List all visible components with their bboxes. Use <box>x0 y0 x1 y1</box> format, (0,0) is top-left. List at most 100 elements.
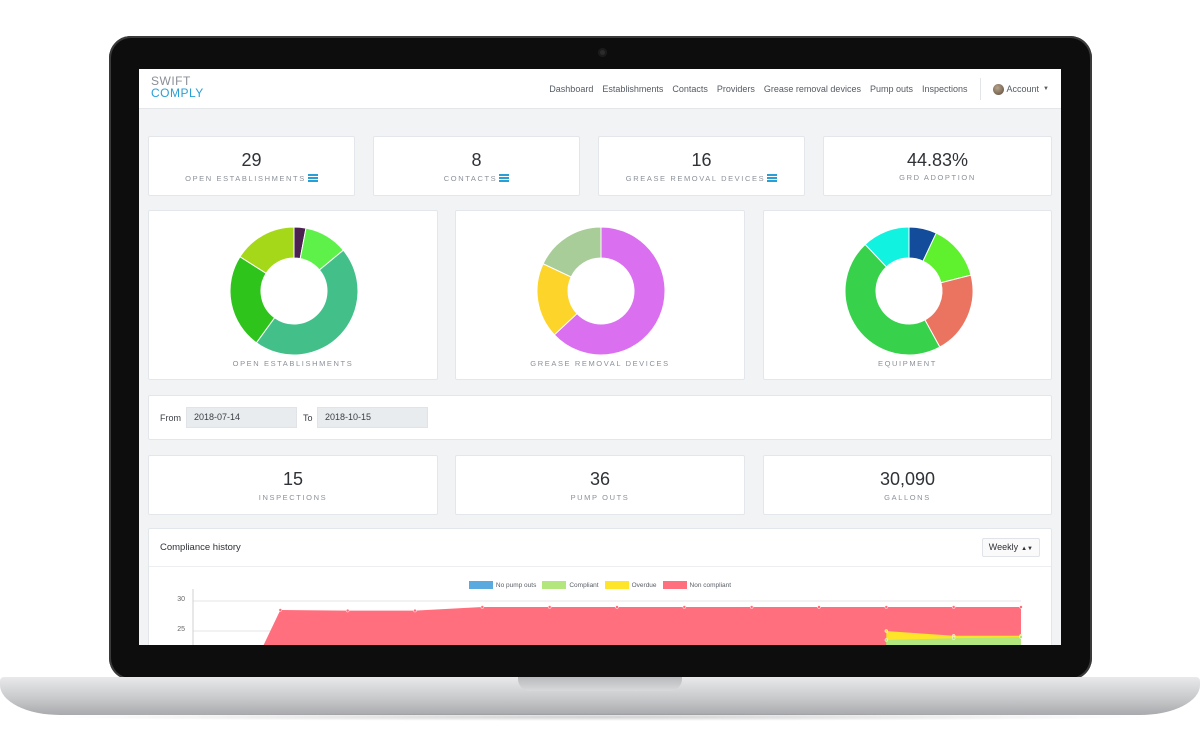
account-menu[interactable]: Account ▼ <box>992 83 1049 95</box>
area-series-compliant[interactable] <box>886 637 1021 645</box>
data-point[interactable] <box>884 629 889 633</box>
top-navbar: SWIFT COMPLY Dashboard Establishments Co… <box>139 69 1061 109</box>
nav-dashboard[interactable]: Dashboard <box>549 84 594 94</box>
chart-legend: No pump outs Compliant Overdue Non compl… <box>149 581 1051 589</box>
legend-swatch <box>662 581 687 589</box>
data-point[interactable] <box>278 608 283 612</box>
data-point[interactable] <box>615 605 619 609</box>
laptop-notch <box>518 677 682 691</box>
stat-card-open-establishments: 29 OPEN ESTABLISHMENTS <box>148 136 355 196</box>
stat-label: OPEN ESTABLISHMENTS <box>185 174 306 183</box>
card-title: Compliance history <box>160 542 241 553</box>
app-screen: SWIFT COMPLY Dashboard Establishments Co… <box>139 69 1061 645</box>
stat-card-grease-removal-devices: 16 GREASE REMOVAL DEVICES <box>598 136 805 196</box>
stat-label: GALLONS <box>884 493 931 502</box>
donut-label: GREASE REMOVAL DEVICES <box>530 359 670 368</box>
donut-label: OPEN ESTABLISHMENTS <box>232 359 354 368</box>
menu-icon[interactable] <box>767 174 778 182</box>
period-select[interactable]: Weekly ▲▼ <box>981 538 1040 557</box>
nav-grease-removal-devices[interactable]: Grease removal devices <box>763 84 861 94</box>
legend-item[interactable]: No pump outs <box>468 581 537 589</box>
donut-label: EQUIPMENT <box>878 359 937 368</box>
stat-label: GRD ADOPTION <box>899 173 976 182</box>
stat-label: PUMP OUTS <box>570 493 630 502</box>
data-point[interactable] <box>1019 605 1023 609</box>
menu-icon[interactable] <box>307 174 318 182</box>
from-date-input[interactable]: 2018-07-14 <box>186 407 297 428</box>
y-tick-label: 25 <box>177 626 185 633</box>
logo-line-1: SWIFT <box>151 74 191 88</box>
data-point[interactable] <box>345 608 350 613</box>
legend-swatch <box>468 581 493 589</box>
nav-divider <box>979 78 981 100</box>
stat-label: GREASE REMOVAL DEVICES <box>625 174 766 183</box>
stat-value: 30,090 <box>879 469 936 489</box>
logo-line-2: COMPLY <box>151 86 204 100</box>
legend-item[interactable]: Compliant <box>542 581 599 589</box>
data-point[interactable] <box>884 638 889 642</box>
data-point[interactable] <box>817 605 821 609</box>
donut-chart[interactable] <box>531 221 671 361</box>
stat-label: INSPECTIONS <box>258 493 328 502</box>
data-point[interactable] <box>749 605 754 609</box>
legend-label: Overdue <box>631 581 657 589</box>
menu-icon[interactable] <box>499 174 510 182</box>
compliance-history-card: Compliance history Weekly ▲▼ No pump outs… <box>148 528 1052 645</box>
data-point[interactable] <box>413 608 417 613</box>
data-point[interactable] <box>951 636 956 640</box>
legend-swatch <box>542 581 567 589</box>
y-tick-label: 30 <box>177 596 185 603</box>
data-point[interactable] <box>547 605 552 609</box>
donut-slice[interactable] <box>239 226 295 275</box>
laptop-shadow <box>40 713 1160 721</box>
donut-slice[interactable] <box>255 249 359 356</box>
donut-card-open-establishments: OPEN ESTABLISHMENTS <box>148 210 438 380</box>
data-point[interactable] <box>951 605 956 609</box>
stat-value: 16 <box>691 150 712 170</box>
data-point[interactable] <box>682 605 687 609</box>
to-label: To <box>303 413 313 423</box>
period-select-value: Weekly <box>988 542 1019 552</box>
legend-item[interactable]: Non compliant <box>662 581 732 589</box>
donut-card-grease-removal-devices: GREASE REMOVAL DEVICES <box>455 210 745 380</box>
stat-card-gallons: 30,090 GALLONS <box>763 455 1052 515</box>
donut-slice[interactable] <box>844 243 941 356</box>
stat-value: 44.83% <box>906 150 969 170</box>
stat-label-row: OPEN ESTABLISHMENTS <box>149 174 354 183</box>
app-logo[interactable]: SWIFT COMPLY <box>151 75 204 99</box>
data-point[interactable] <box>884 605 889 609</box>
stat-card-grd-adoption: 44.83% GRD ADOPTION <box>823 136 1052 196</box>
legend-label: No pump outs <box>495 581 537 589</box>
legend-swatch <box>604 581 629 589</box>
area-series-non-compliant[interactable] <box>213 607 1021 645</box>
stat-value: 29 <box>241 150 262 170</box>
donut-slice[interactable] <box>864 226 910 268</box>
to-date-input[interactable]: 2018-10-15 <box>317 407 428 428</box>
data-point[interactable] <box>480 605 485 609</box>
donut-slice[interactable] <box>542 226 602 278</box>
stat-value: 15 <box>282 469 304 489</box>
nav-contacts[interactable]: Contacts <box>672 84 708 94</box>
stat-value: 36 <box>589 469 611 489</box>
stat-card-contacts: 8 CONTACTS <box>373 136 580 196</box>
avatar <box>992 83 1004 95</box>
data-point[interactable] <box>1019 635 1023 639</box>
donut-chart[interactable] <box>839 221 979 361</box>
date-filter-bar: From 2018-07-14 To 2018-10-15 <box>148 395 1052 440</box>
nav-providers[interactable]: Providers <box>716 84 755 94</box>
stat-card-inspections: 15 INSPECTIONS <box>148 455 438 515</box>
stat-label-row: CONTACTS <box>374 174 579 183</box>
donut-card-equipment: EQUIPMENT <box>763 210 1052 380</box>
stat-label: CONTACTS <box>443 174 498 183</box>
donut-slice[interactable] <box>553 226 666 356</box>
legend-item[interactable]: Overdue <box>604 581 657 589</box>
legend-label: Non compliant <box>689 581 732 589</box>
nav-inspections[interactable]: Inspections <box>921 84 968 94</box>
nav-pump-outs[interactable]: Pump outs <box>869 84 913 94</box>
donut-chart[interactable] <box>224 221 364 361</box>
nav-establishments[interactable]: Establishments <box>602 84 664 94</box>
sort-arrows-icon: ▲▼ <box>1021 546 1033 552</box>
legend-label: Compliant <box>569 581 599 589</box>
compliance-area-chart[interactable]: 30 25 <box>149 589 1053 645</box>
